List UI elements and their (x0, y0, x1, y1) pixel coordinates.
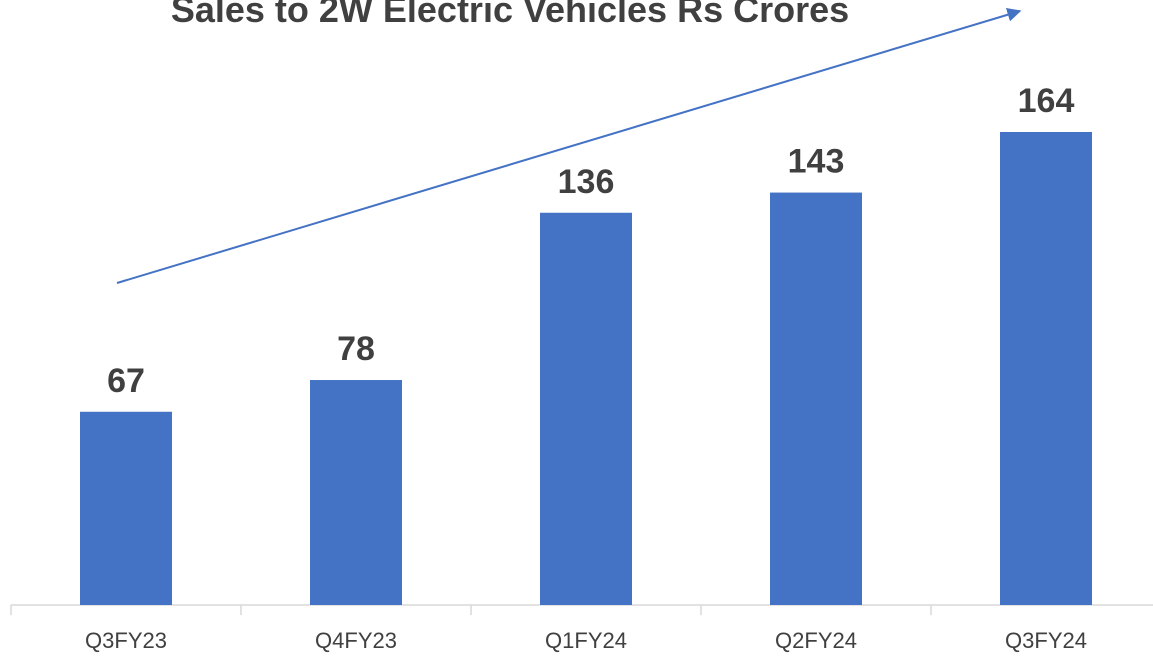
x-tick-label: Q1FY24 (545, 628, 627, 653)
bar (770, 192, 862, 605)
data-label: 67 (107, 362, 145, 400)
x-tick-label: Q4FY23 (315, 628, 397, 653)
bar (540, 212, 632, 605)
trend-arrow (116, 7, 1022, 284)
data-label: 136 (558, 163, 615, 201)
data-label: 78 (337, 330, 375, 368)
data-label: 143 (788, 143, 845, 181)
chart-title: Sales to 2W Electric Vehicles Rs Crores (171, 0, 849, 30)
bar (310, 380, 402, 605)
x-tick-label: Q3FY23 (85, 628, 167, 653)
data-label: 164 (1018, 82, 1075, 120)
x-tick-label: Q3FY24 (1005, 628, 1087, 653)
bar (1000, 132, 1092, 605)
x-tick-label: Q2FY24 (775, 628, 857, 653)
bar (80, 411, 172, 605)
